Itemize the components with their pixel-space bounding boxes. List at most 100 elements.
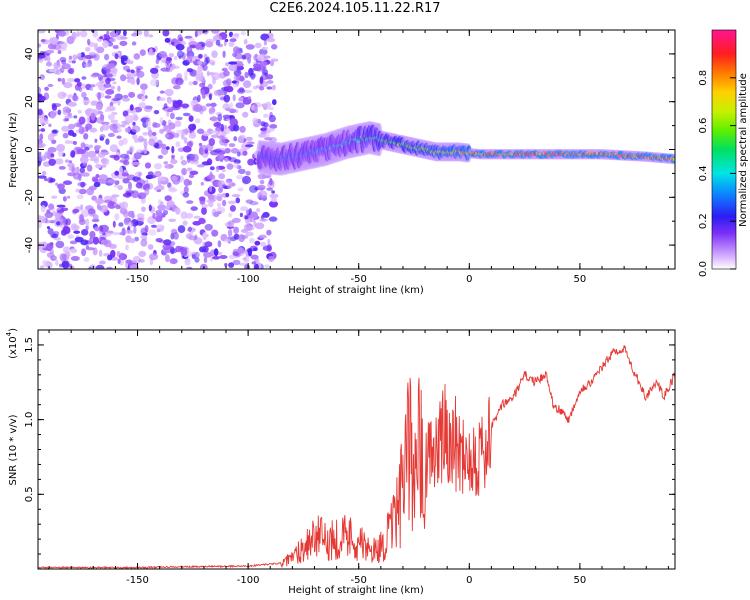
noise-blob (57, 50, 62, 54)
noise-blob (125, 259, 133, 264)
noise-blob (157, 204, 167, 211)
noise-blob (219, 255, 228, 259)
noise-blob (111, 111, 118, 116)
noise-blob (122, 110, 129, 117)
noise-blob (175, 77, 184, 86)
noise-blob (55, 69, 62, 75)
noise-blob (74, 236, 84, 243)
colorbar-tick-label: 0.4 (698, 165, 709, 181)
noise-blob (64, 159, 70, 163)
noise-blob (57, 109, 62, 116)
noise-blob (242, 175, 251, 185)
noise-blob (221, 184, 227, 188)
noise-blob (78, 116, 86, 125)
noise-blob (129, 104, 134, 111)
noise-blob (118, 222, 124, 227)
noise-blob (114, 213, 120, 221)
noise-blob (109, 38, 117, 43)
noise-blob (140, 234, 147, 239)
noise-blob (39, 117, 49, 126)
noise-blob (38, 43, 42, 48)
noise-blob (215, 39, 221, 46)
noise-blob (129, 264, 139, 269)
noise-blob (184, 76, 188, 81)
noise-blob (109, 123, 118, 132)
noise-blob (153, 110, 160, 115)
noise-blob (109, 144, 119, 153)
noise-blob (47, 55, 51, 63)
noise-blob (213, 149, 222, 153)
noise-blob (67, 162, 75, 168)
noise-blob (182, 112, 191, 117)
noise-blob (204, 30, 208, 33)
noise-blob (244, 264, 251, 269)
noise-blob (224, 124, 228, 130)
noise-blob (235, 197, 241, 204)
noise-blob (247, 248, 252, 257)
noise-blob (258, 234, 267, 239)
noise-blob (134, 106, 143, 113)
noise-blob (57, 91, 67, 99)
noise-blob (81, 91, 87, 98)
noise-blob (54, 212, 61, 220)
noise-blob (93, 181, 101, 188)
noise-blob (85, 224, 89, 231)
noise-blob (133, 138, 139, 143)
noise-blob (164, 195, 172, 202)
noise-blob (102, 74, 108, 78)
noise-blob (271, 190, 275, 194)
noise-blob (225, 193, 230, 198)
noise-blob (204, 241, 213, 248)
noise-blob (228, 157, 237, 163)
noise-blob (95, 174, 100, 178)
noise-blob (88, 266, 92, 269)
noise-blob (242, 111, 249, 118)
noise-blob (61, 77, 66, 85)
noise-blob (46, 226, 51, 230)
noise-blob (210, 30, 220, 34)
noise-blob (124, 115, 134, 123)
noise-blob (127, 60, 134, 65)
noise-blob (47, 146, 57, 153)
noise-blob (89, 86, 94, 91)
noise-blob (103, 239, 112, 248)
snr-multiplier-exponent: 4 (5, 331, 13, 336)
noise-blob (125, 244, 129, 251)
noise-blob (266, 244, 272, 252)
noise-blob (38, 86, 42, 94)
noise-blob (198, 53, 203, 59)
noise-blob (160, 201, 164, 206)
noise-blob (265, 128, 275, 132)
noise-blob (256, 54, 265, 62)
noise-blob (117, 258, 121, 265)
noise-blob (143, 140, 148, 148)
noise-blob (94, 138, 98, 143)
noise-blob (76, 148, 86, 154)
noise-blob (148, 138, 156, 146)
noise-blob (68, 55, 72, 60)
noise-blob (141, 206, 146, 212)
noise-blob (112, 98, 120, 102)
noise-blob (168, 53, 175, 58)
noise-blob (232, 124, 240, 132)
noise-blob (73, 141, 77, 145)
noise-blob (107, 254, 113, 261)
noise-blob (165, 146, 170, 150)
noise-blob (126, 69, 131, 73)
noise-blob (44, 177, 48, 182)
noise-blob (264, 133, 271, 138)
noise-blob (171, 41, 175, 45)
noise-blob (138, 102, 147, 109)
noise-blob (76, 52, 82, 57)
noise-blob (173, 232, 179, 240)
noise-blob (228, 61, 238, 65)
noise-blob (84, 63, 92, 68)
noise-blob (153, 187, 159, 191)
noise-blob (110, 67, 118, 74)
noise-blob (121, 201, 129, 209)
noise-blob (155, 238, 163, 243)
noise-blob (166, 63, 171, 73)
noise-blob (38, 151, 42, 157)
noise-blob (252, 66, 261, 71)
noise-blob (216, 135, 225, 139)
